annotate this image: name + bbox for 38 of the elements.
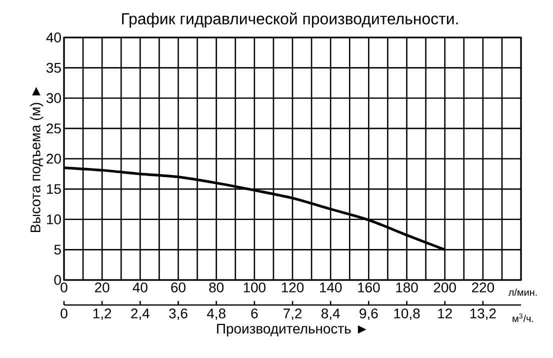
x2-tick-label: 8,4 (322, 308, 340, 320)
x2-tick-label: 4,8 (206, 308, 226, 320)
y-tick-label: 5 (54, 244, 61, 255)
chart-title: График гидравлической производительности. (122, 12, 458, 28)
y-tick-label: 10 (47, 214, 61, 224)
x-tick-label: 0 (60, 282, 68, 292)
y-tick-label: 35 (46, 62, 61, 73)
y-tick-label: 40 (46, 32, 61, 42)
x-tick-label: 80 (209, 282, 224, 292)
x2-tick-label: 13,2 (470, 308, 496, 320)
text: м$^{3}$/ч. (512, 314, 534, 322)
y-axis-title: Высота подъема (м) ► (30, 87, 44, 232)
y-tick-label: 15 (47, 184, 61, 194)
text: л/мин. (508, 288, 537, 296)
x-tick-label: 40 (132, 282, 148, 292)
y-tick-label: 30 (46, 93, 61, 104)
x-tick-label: 120 (282, 282, 304, 292)
x-tick-label: 220 (472, 282, 494, 292)
x2-tick-label: 6 (251, 308, 258, 318)
x-tick-label: 60 (171, 282, 186, 292)
x-axis-title: Производительность ► (217, 324, 366, 336)
y-tick-label: 20 (46, 154, 61, 164)
x-tick-label: 180 (396, 282, 418, 292)
x-tick-label: 20 (95, 282, 110, 292)
x2-tick-label: 0 (60, 308, 68, 318)
x2-tick-label: 7,2 (284, 308, 302, 320)
x2-tick-label: 2,4 (131, 308, 150, 320)
x-tick-label: 160 (358, 282, 380, 292)
x-tick-label: 140 (320, 282, 342, 292)
x2-tick-label: 10,8 (394, 308, 420, 320)
x-tick-label: 200 (434, 282, 456, 292)
y-tick-label: 0 (54, 275, 61, 285)
x2-tick-label: 3,6 (169, 308, 188, 320)
x2-tick-label: 9,6 (360, 308, 378, 320)
x2-tick-label: 1,2 (93, 308, 112, 320)
x-tick-label: 100 (244, 282, 266, 292)
x2-tick-label: 12 (438, 308, 452, 318)
y-tick-label: 25 (46, 123, 61, 134)
